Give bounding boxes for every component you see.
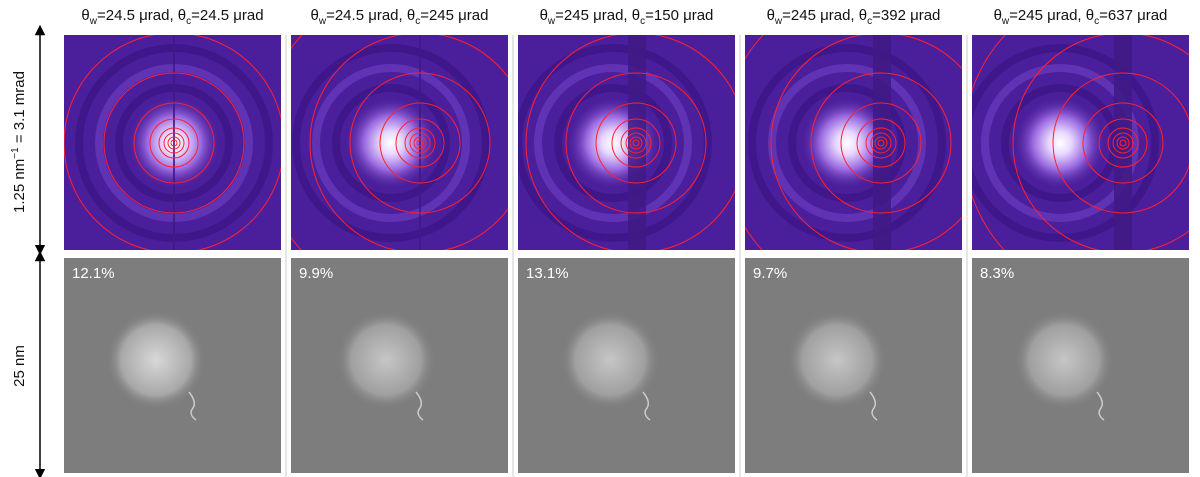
error-label: 12.1% xyxy=(72,265,115,282)
title-part: θ xyxy=(540,7,548,24)
figure: 1.25 nm−1 = 3.1 mrad 25 nm θw=24.5 μrad,… xyxy=(0,0,1200,477)
axis-label: 25 nm xyxy=(11,345,28,387)
title-part: =245 μrad, θ xyxy=(1009,7,1094,24)
error-label: 8.3% xyxy=(980,265,1014,282)
error-label: 13.1% xyxy=(526,265,569,282)
title-part: =150 μrad xyxy=(645,7,713,24)
error-label: 9.9% xyxy=(299,265,333,282)
title-part: =24.5 μrad, θ xyxy=(97,7,186,24)
title-part: θ xyxy=(994,7,1002,24)
label-part: = 3.1 mrad xyxy=(11,71,28,147)
wedge-stripe xyxy=(173,35,175,250)
title-part: =245 μrad xyxy=(420,7,488,24)
particle xyxy=(336,310,436,410)
panel-title: θw=24.5 μrad, θc=245 μrad xyxy=(311,7,489,27)
title-part: =637 μrad xyxy=(1099,7,1167,24)
panel-title: θw=245 μrad, θc=637 μrad xyxy=(994,7,1168,27)
wedge-stripe xyxy=(419,35,421,250)
wedge-stripe xyxy=(873,35,891,250)
title-part: =24.5 μrad, θ xyxy=(326,7,415,24)
error-label: 9.7% xyxy=(753,265,787,282)
panel-title: θw=245 μrad, θc=392 μrad xyxy=(767,7,941,27)
title-part: θ xyxy=(311,7,319,24)
title-part: =392 μrad xyxy=(872,7,940,24)
title-part: θ xyxy=(81,7,89,24)
wedge-stripe xyxy=(628,35,646,250)
title-part: θ xyxy=(767,7,775,24)
superscript: −1 xyxy=(10,147,21,159)
title-part: =24.5 μrad xyxy=(191,7,263,24)
panel-title: θw=24.5 μrad, θc=24.5 μrad xyxy=(81,7,263,27)
title-part: =245 μrad, θ xyxy=(782,7,867,24)
label-part: 1.25 nm xyxy=(11,159,28,213)
panel-title: θw=245 μrad, θc=150 μrad xyxy=(540,7,714,27)
title-part: =245 μrad, θ xyxy=(555,7,640,24)
axis-label: 1.25 nm−1 = 3.1 mrad xyxy=(10,71,28,213)
diffraction-panel xyxy=(963,0,1200,303)
